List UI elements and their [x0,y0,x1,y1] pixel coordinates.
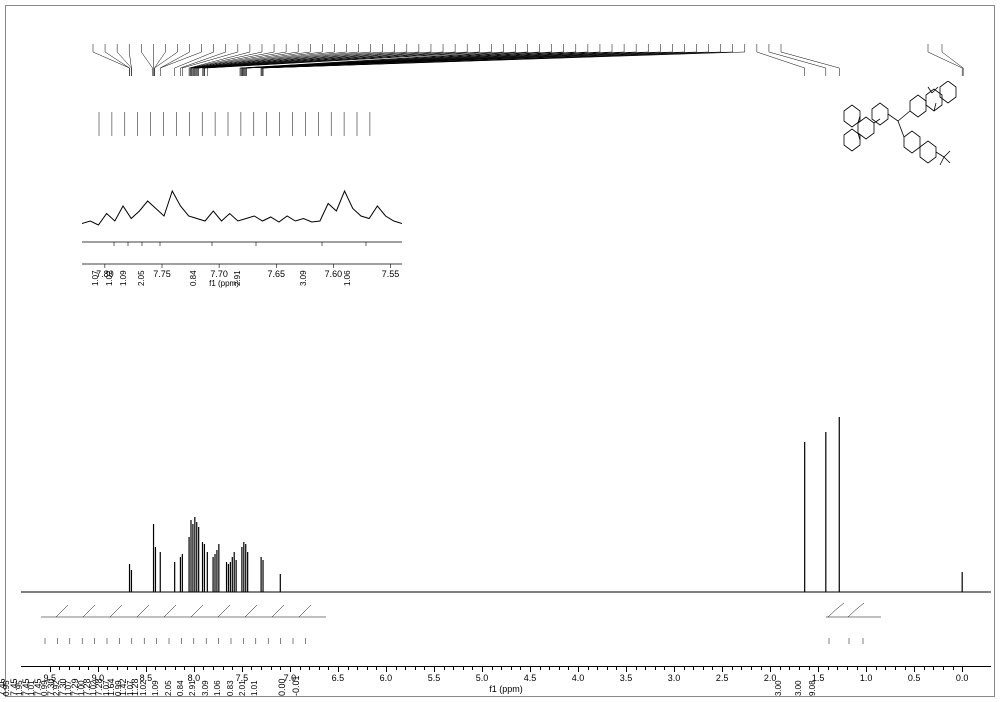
axis-tick [290,667,291,672]
axis-tick-label: 0.0 [956,673,969,683]
axis-tick [50,667,51,672]
axis-tick-label: 2.0 [764,673,777,683]
nmr-spectrum-container: 8.678.678.658.658.438.428.418.418.358.35… [5,5,995,697]
axis-tick-label: 6.0 [380,673,393,683]
axis-tick [962,667,963,672]
main-spectrum [21,386,991,596]
inset-integral-label: 3.09 [299,270,325,286]
axis-tick-label: 3.5 [620,673,633,683]
axis-tick [386,667,387,672]
axis-tick-label: 1.5 [812,673,825,683]
axis-tick [770,667,771,672]
axis-tick [146,667,147,672]
inset-tick-label: 7.80 [96,269,114,279]
axis-tick [914,667,915,672]
inset-axis-title: f1 (ppm) [209,279,239,288]
axis-tick-label: 1.0 [860,673,873,683]
axis-tick [866,667,867,672]
integral-ties [6,638,994,662]
axis-tick [98,667,99,672]
peak-ties-ref [6,42,994,77]
axis-tick-label: 7.5 [236,673,249,683]
inset-peak-ties [6,110,506,138]
axis-tick [338,667,339,672]
axis-title: f1 (ppm) [489,684,523,694]
molecule-structure [836,81,986,191]
axis-tick-label: 5.5 [428,673,441,683]
axis-tick-label: 8.5 [140,673,153,683]
inset-tick-label: 7.65 [268,269,286,279]
axis-tick [722,667,723,672]
axis-tick-label: 5.0 [476,673,489,683]
axis-tick-label: 0.5 [908,673,921,683]
inset-tick-label: 7.55 [382,269,400,279]
inset-spectrum: 1.071.021.092.050.842.913.091.067.807.75… [82,186,402,286]
axis-tick [626,667,627,672]
axis-tick-label: 3.0 [668,673,681,683]
axis-tick-label: 7.0 [284,673,297,683]
axis-tick [530,667,531,672]
axis-tick [674,667,675,672]
axis-tick-label: 8.0 [188,673,201,683]
inset-integral-label: 1.06 [343,270,369,286]
axis-tick-label: 2.5 [716,673,729,683]
axis-tick [242,667,243,672]
axis-tick-label: 9.0 [92,673,105,683]
axis-tick-label: 4.0 [572,673,585,683]
inset-tick-label: 7.60 [325,269,343,279]
axis-tick [818,667,819,672]
inset-tick-label: 7.70 [210,269,228,279]
axis-tick [482,667,483,672]
integral-curves [6,601,994,619]
axis-tick [194,667,195,672]
axis-tick-label: 6.5 [332,673,345,683]
main-x-axis: 9.5 9.0 8.5 8.0 7.5 7.0 6.5 6.0 5.5 5.0 4.5 4.0 3.5 3… [21,666,991,687]
axis-tick [578,667,579,672]
axis-tick-label: 9.5 [44,673,57,683]
axis-tick [434,667,435,672]
inset-tick-label: 7.75 [153,269,171,279]
axis-tick-label: 4.5 [524,673,537,683]
